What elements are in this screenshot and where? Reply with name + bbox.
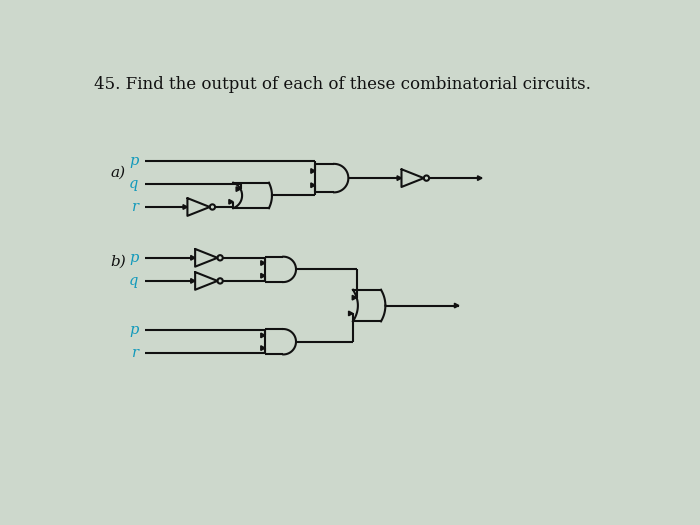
Text: b): b): [111, 255, 127, 268]
Text: 45. Find the output of each of these combinatorial circuits.: 45. Find the output of each of these com…: [94, 76, 591, 93]
Polygon shape: [311, 169, 315, 173]
Polygon shape: [261, 333, 265, 338]
Text: p: p: [130, 154, 139, 168]
Polygon shape: [183, 205, 188, 209]
Polygon shape: [229, 200, 233, 204]
Polygon shape: [261, 346, 265, 350]
Text: q: q: [130, 274, 139, 288]
Text: r: r: [132, 200, 139, 214]
Polygon shape: [190, 256, 195, 260]
Polygon shape: [352, 296, 357, 300]
Polygon shape: [349, 311, 353, 316]
Polygon shape: [454, 303, 459, 308]
Polygon shape: [477, 176, 482, 181]
Polygon shape: [261, 261, 265, 265]
Text: q: q: [130, 177, 139, 191]
Polygon shape: [311, 183, 315, 187]
Text: r: r: [132, 346, 139, 360]
Text: a): a): [111, 166, 126, 180]
Polygon shape: [190, 279, 195, 283]
Polygon shape: [236, 187, 241, 192]
Polygon shape: [261, 274, 265, 278]
Polygon shape: [397, 176, 402, 181]
Text: p: p: [130, 251, 139, 265]
Text: p: p: [130, 323, 139, 337]
